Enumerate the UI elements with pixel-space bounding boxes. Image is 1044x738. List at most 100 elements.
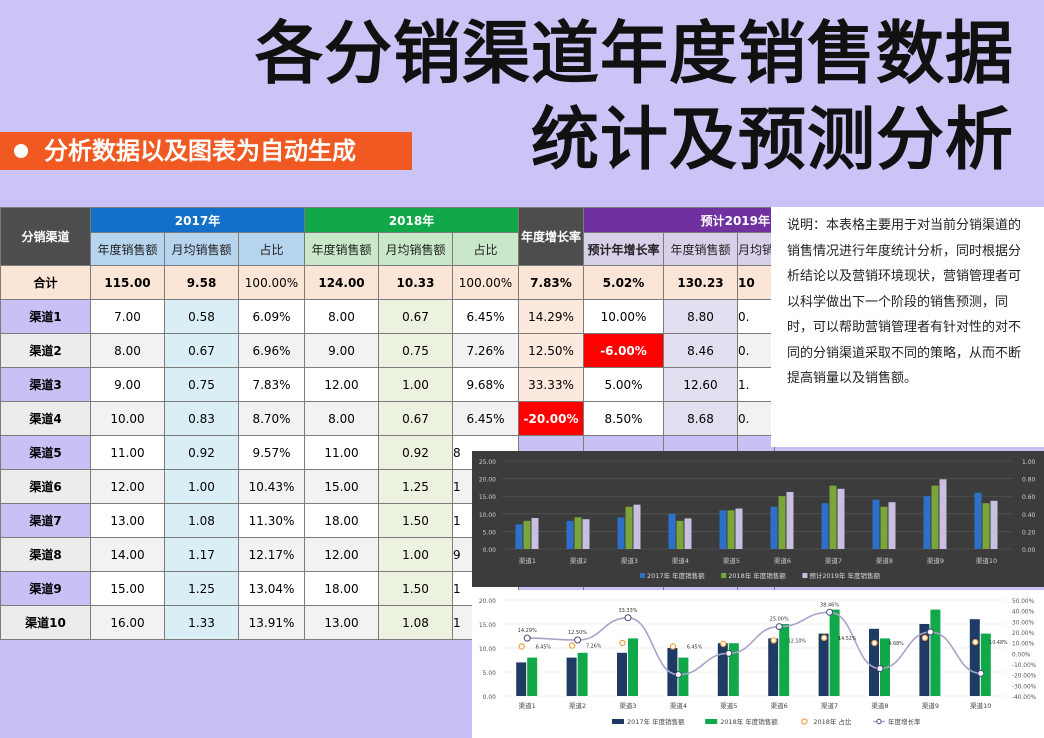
growth-point — [624, 614, 632, 622]
cell: 13.04% — [238, 571, 305, 606]
cell: 10.00% — [583, 299, 664, 334]
header-2018: 2018年 — [304, 207, 519, 233]
row-name: 渠道9 — [0, 571, 91, 606]
bar — [515, 524, 523, 549]
cell: 8.00 — [304, 299, 379, 334]
x-tick-label: 渠道2 — [569, 701, 586, 710]
bar — [821, 503, 829, 549]
cell: 12.00 — [304, 367, 379, 402]
cell: 1.25 — [378, 469, 453, 504]
cell: 1.50 — [378, 571, 453, 606]
bar — [779, 624, 790, 696]
x-tick-label: 渠道1 — [519, 556, 536, 565]
bar — [778, 496, 786, 549]
bar — [939, 479, 947, 549]
share-label: 10.48% — [989, 640, 1008, 646]
subtitle-badge: 分析数据以及图表为自动生成 — [0, 132, 412, 170]
x-tick-label: 渠道2 — [570, 556, 587, 565]
cell: 100.00% — [238, 265, 305, 300]
y-tick-label: 5.00 — [483, 670, 497, 677]
y-tick-label: 25.00 — [479, 459, 496, 466]
bar — [869, 628, 879, 696]
bar — [768, 638, 779, 696]
chart-sales-growth-combo: 20.00 15.00 10.00 5.00 0.00 50.00% 40.00% 30.00… — [472, 590, 1044, 738]
x-tick-label: 渠道10 — [976, 556, 997, 565]
bar — [980, 633, 991, 696]
bar — [668, 513, 676, 549]
row-name: 渠道5 — [0, 435, 91, 470]
legend-label: 2017年 年度销售额 — [647, 571, 705, 580]
bar — [982, 503, 990, 549]
growth-point — [977, 669, 985, 677]
bar — [566, 520, 574, 549]
cell: 115.00 — [90, 265, 165, 300]
cell: 12.00 — [90, 469, 165, 504]
cell: 9.00 — [304, 333, 379, 368]
legend-swatch — [612, 719, 624, 724]
table-row: 渠道3 9.00 0.75 7.83% 12.00 1.00 9.68% 33.33% 5.00… — [0, 367, 776, 402]
bar — [969, 619, 980, 696]
x-tick-label: 渠道9 — [922, 701, 939, 710]
bar — [872, 499, 880, 549]
cell: -20.00% — [518, 401, 584, 436]
share-point — [871, 639, 878, 647]
share-point — [720, 640, 727, 648]
subheader-annual-2019: 年度销售额 — [663, 232, 738, 266]
description-note: 说明：本表格主要用于对当前分销渠道的销售情况进行年度统计分析，同时根据分析结论以… — [771, 207, 1044, 447]
bar — [719, 510, 727, 549]
growth-label: 25.00% — [770, 617, 789, 623]
legend-label: 2018年 年度销售额 — [728, 571, 786, 580]
x-tick-label: 渠道10 — [970, 701, 991, 710]
growth-point — [725, 649, 733, 657]
cell: 6.45% — [452, 299, 519, 334]
share-label: 14.52% — [838, 636, 857, 642]
cell: 10.43% — [238, 469, 305, 504]
share-point — [518, 643, 525, 650]
bar — [574, 517, 582, 549]
x-tick-label: 渠道3 — [621, 556, 638, 565]
cell: 33.33% — [518, 367, 584, 402]
bar — [880, 506, 888, 549]
cell: 8.50% — [583, 401, 664, 436]
x-tick-label: 渠道9 — [927, 556, 944, 565]
legend-swatch — [705, 719, 718, 724]
cell: 11.00 — [90, 435, 165, 470]
bar — [880, 638, 890, 696]
share-point — [770, 637, 777, 644]
cell: 1.08 — [378, 605, 453, 640]
bar — [727, 510, 735, 549]
y-tick-label: 10.00 — [479, 646, 496, 653]
y2-tick-label: 30.00% — [1012, 620, 1035, 626]
subheader-annual-2018: 年度销售额 — [304, 232, 379, 266]
growth-point — [775, 623, 783, 631]
cell: 0.67 — [164, 333, 239, 368]
cell: 7.83% — [518, 265, 584, 300]
legend-swatch — [876, 718, 882, 725]
cell: 6.09% — [238, 299, 305, 334]
total-name: 合计 — [0, 265, 91, 300]
growth-point — [523, 634, 531, 642]
y2-tick-label: 0.20 — [1022, 529, 1036, 536]
cell: 0.67 — [378, 299, 453, 334]
bar — [676, 520, 684, 549]
row-name: 渠道3 — [0, 367, 91, 402]
y-tick-label: 0.00 — [483, 694, 497, 701]
title-line-1: 各分销渠道年度销售数据 — [254, 15, 1014, 94]
y2-tick-label: 20.00% — [1012, 631, 1035, 637]
growth-label: 38.46% — [820, 602, 839, 608]
cell: 11.00 — [304, 435, 379, 470]
y2-tick-label: 1.00 — [1022, 459, 1036, 466]
y-tick-label: 10.00 — [479, 512, 496, 519]
cell: 15.00 — [304, 469, 379, 504]
row-name: 渠道2 — [0, 333, 91, 368]
chart-1-svg: 25.00 20.00 15.00 10.00 5.00 0.00 1.00 0.80 0.60… — [479, 459, 1036, 580]
table-row: 渠道5 11.00 0.92 9.57% 11.00 0.92 8 — [0, 435, 775, 470]
cell: 8.68 — [663, 401, 738, 436]
cell: 130.23 — [663, 265, 738, 300]
bar — [523, 520, 531, 549]
bar — [888, 502, 896, 549]
cell: 12.00 — [304, 537, 379, 572]
share-point — [921, 634, 929, 642]
share-label: 12.10% — [788, 638, 807, 644]
row-name: 渠道1 — [0, 299, 91, 334]
